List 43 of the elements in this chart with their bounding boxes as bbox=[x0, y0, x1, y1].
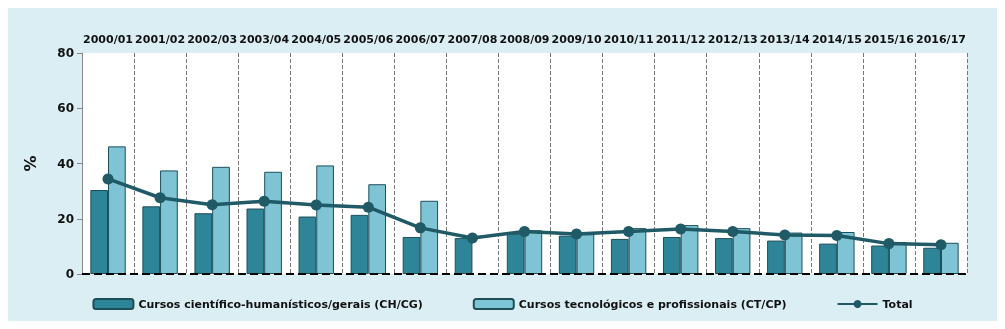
x-tick-label: 2005/06 bbox=[343, 33, 394, 46]
point bbox=[414, 222, 426, 234]
point bbox=[675, 223, 687, 235]
point bbox=[310, 199, 322, 211]
x-tick-label: 2012/13 bbox=[707, 33, 758, 46]
y-tick-label: 20 bbox=[57, 211, 74, 226]
point bbox=[206, 199, 218, 211]
x-tick-label: 2011/12 bbox=[655, 33, 706, 46]
point bbox=[362, 201, 374, 213]
x-tick-label: 2006/07 bbox=[395, 33, 446, 46]
y-tick-label: 40 bbox=[57, 156, 74, 171]
y-tick-label: 60 bbox=[57, 101, 74, 116]
x-tick-label: 2015/16 bbox=[863, 33, 915, 46]
x-tick-label: 2016/17 bbox=[915, 33, 966, 46]
x-tick-label: 2010/11 bbox=[603, 33, 654, 46]
point bbox=[727, 225, 739, 237]
x-tick-label: 2009/10 bbox=[551, 33, 602, 46]
point bbox=[519, 225, 530, 237]
point bbox=[935, 239, 947, 251]
y-tick-label: 80 bbox=[57, 46, 74, 60]
x-tick-label: 2000/01 bbox=[83, 33, 134, 46]
legend-label: Cursos tecnológicos e profissionais (CT/CP) bbox=[518, 297, 787, 311]
point bbox=[623, 225, 635, 237]
x-tick-label: 2001/02 bbox=[135, 33, 186, 46]
point bbox=[779, 229, 791, 241]
point bbox=[258, 195, 270, 207]
y-tick-label: 0 bbox=[65, 267, 74, 281]
x-tick-label: 2013/14 bbox=[759, 33, 811, 46]
point bbox=[102, 173, 114, 185]
legend-label: Total bbox=[882, 297, 913, 311]
y-axis-title: % bbox=[20, 155, 40, 172]
x-tick-label: 2014/15 bbox=[811, 33, 862, 46]
x-tick-label: 2004/05 bbox=[291, 33, 342, 46]
x-tick-label: 2008/09 bbox=[499, 33, 550, 46]
point bbox=[154, 192, 166, 204]
point bbox=[466, 232, 478, 244]
point bbox=[831, 230, 843, 242]
point bbox=[571, 228, 583, 240]
x-tick-label: 2002/03 bbox=[187, 33, 238, 46]
x-tick-label: 2007/08 bbox=[447, 33, 498, 46]
x-tick-label: 2003/04 bbox=[239, 33, 290, 46]
point bbox=[883, 238, 895, 250]
legend-label: Cursos científico-humanísticos/gerais (CH/CG) bbox=[138, 297, 423, 311]
